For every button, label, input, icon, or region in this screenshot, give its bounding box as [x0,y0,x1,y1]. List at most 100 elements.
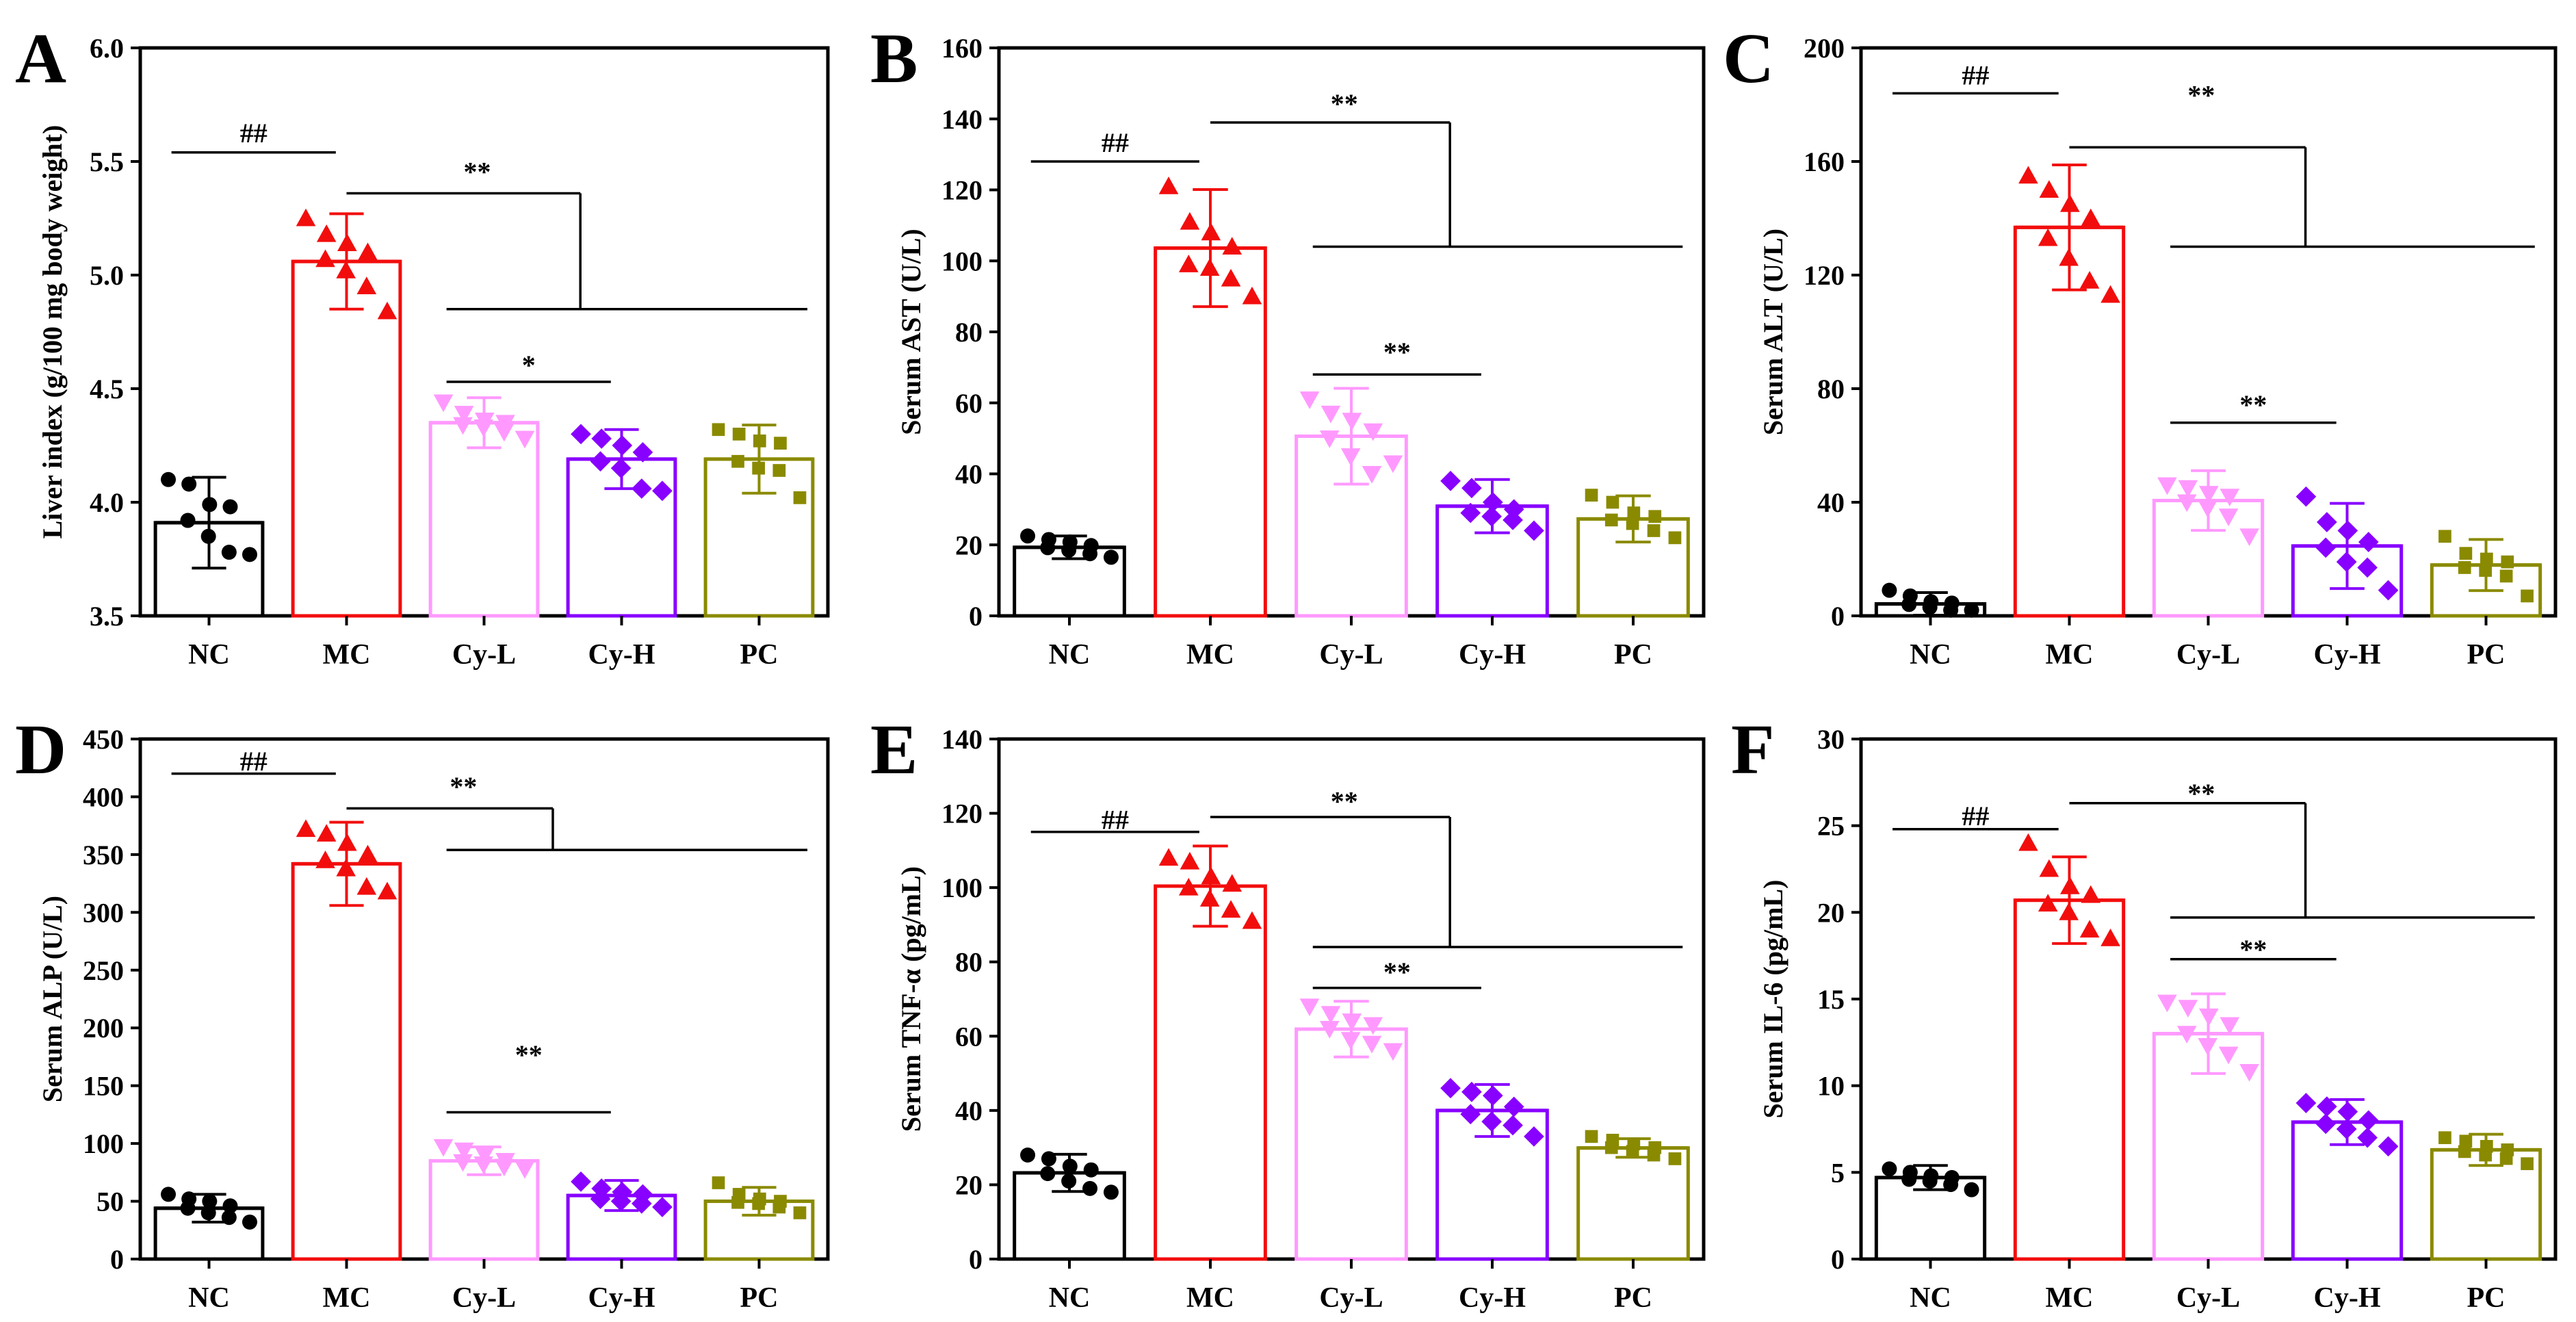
y-tick-label: 6.0 [90,33,124,64]
data-point [494,424,515,442]
data-point [2218,1046,2239,1065]
data-point [1299,998,1320,1017]
y-tick-label: 40 [1817,487,1845,518]
bar-group-nc [153,471,265,618]
data-point [1180,851,1200,870]
bar-group-pc [1576,1130,1690,1261]
data-point [1103,549,1119,565]
y-tick-label: 200 [83,1013,124,1044]
data-point [1103,1184,1119,1200]
bar-group-cy-h [1435,471,1549,618]
data-point [1440,471,1461,491]
data-point [2459,547,2473,560]
data-point [453,1154,473,1172]
bar-group-mc [1154,844,1267,1261]
significance-annotation: ## [1030,804,1199,835]
x-tick-label: PC [1614,639,1652,671]
data-point [296,208,316,226]
data-point [1178,255,1199,272]
data-point [1222,237,1243,255]
panel-b: B 0 20 40 60 80 100 120 140 160 Serum AST (U/L) NC M… [870,19,1706,671]
y-axis-label: Serum IL-6 (pg/mL) [1758,880,1788,1119]
data-point [1668,531,1682,545]
y-tick-label: 15 [1817,984,1845,1015]
data-point [2079,920,2100,938]
significance-label: ** [2187,778,2215,809]
significance-label: ## [1962,801,1989,831]
x-tick-label: NC [188,639,230,671]
y-tick-label: 80 [955,317,983,348]
y-tick-label: 450 [83,724,124,755]
bar-group-cy-l [428,1139,540,1261]
data-point [377,881,398,900]
data-point [2100,285,2120,303]
data-point [1882,1161,1897,1177]
bar [291,861,402,1261]
data-point [1299,391,1320,409]
data-point [2521,1157,2534,1171]
x-tick-label: PC [2467,1282,2506,1314]
y-axis-label: Serum TNF-α (pg/mL) [896,866,926,1132]
x-tick-label: Cy-H [588,1282,655,1314]
x-tick-label: Cy-L [1319,639,1383,671]
y-tick-label: 160 [941,33,983,64]
x-tick-label: MC [1186,1282,1234,1314]
y-tick-label: 3.5 [90,601,124,632]
data-point [2220,1017,2240,1035]
x-tick-label: Cy-H [1459,1282,1526,1314]
y-tick-label: 4.5 [90,374,124,404]
data-point [454,406,474,424]
bar-group-pc [2430,1131,2542,1261]
data-point [1524,1126,1544,1147]
data-point [1943,1177,1959,1193]
significance-annotation: ** [346,771,808,851]
data-point [2458,1145,2471,1158]
y-tick-label: 100 [941,246,983,276]
y-tick-label: 40 [955,1096,983,1126]
bar-group-nc [1013,1148,1126,1261]
panel-f: F 0 5 10 15 20 25 30 Serum IL-6 (pg/mL) NC MC Cy-L C… [1731,710,2558,1314]
data-point [2038,894,2058,912]
y-tick-label: 0 [969,1244,983,1275]
significance-annotation: ** [2069,80,2535,248]
panel-letter: E [870,710,918,789]
data-point [1362,466,1382,484]
y-tick-label: 140 [941,724,983,755]
bar-group-cy-l [1294,998,1408,1261]
data-point [358,844,378,863]
data-point [2081,885,2101,903]
x-tick-label: MC [2046,639,2094,671]
y-tick-label: 400 [83,781,124,812]
data-point [515,1161,535,1179]
y-axis-label: Serum AST (U/L) [896,229,926,435]
panel-letter: A [15,19,66,98]
x-tick-label: PC [740,639,779,671]
y-tick-label: 4.0 [90,487,124,518]
data-point [1221,268,1241,287]
bar-group-mc [2013,833,2126,1261]
data-point [652,1197,673,1217]
significance-annotation: ** [1210,786,1683,948]
data-point [433,1139,454,1157]
bar [428,421,540,618]
data-point [180,513,196,528]
significance-label: ** [2187,80,2215,111]
y-tick-label: 0 [110,1244,124,1275]
data-point [2317,1096,2337,1117]
data-point [1242,286,1262,304]
data-point [1668,1152,1682,1165]
panel-e: E 0 20 40 60 80 100 120 140 Serum TNF-α (pg/mL) NC… [870,710,1706,1314]
data-point [181,476,197,492]
data-point [1083,1162,1099,1178]
data-point [1901,1171,1917,1187]
bar-group-cy-h [2291,1093,2404,1261]
y-tick-label: 5 [1831,1157,1845,1188]
data-point [1503,1096,1524,1117]
bar-group-cy-h [1435,1078,1549,1261]
data-point [2458,561,2471,574]
data-point [1882,582,1897,598]
x-tick-label: Cy-H [2314,1282,2381,1314]
data-point [315,851,335,868]
panel-a: A 3.5 4.0 4.5 5.0 5.5 6.0 Liver index (g/100 mg… [15,19,830,671]
